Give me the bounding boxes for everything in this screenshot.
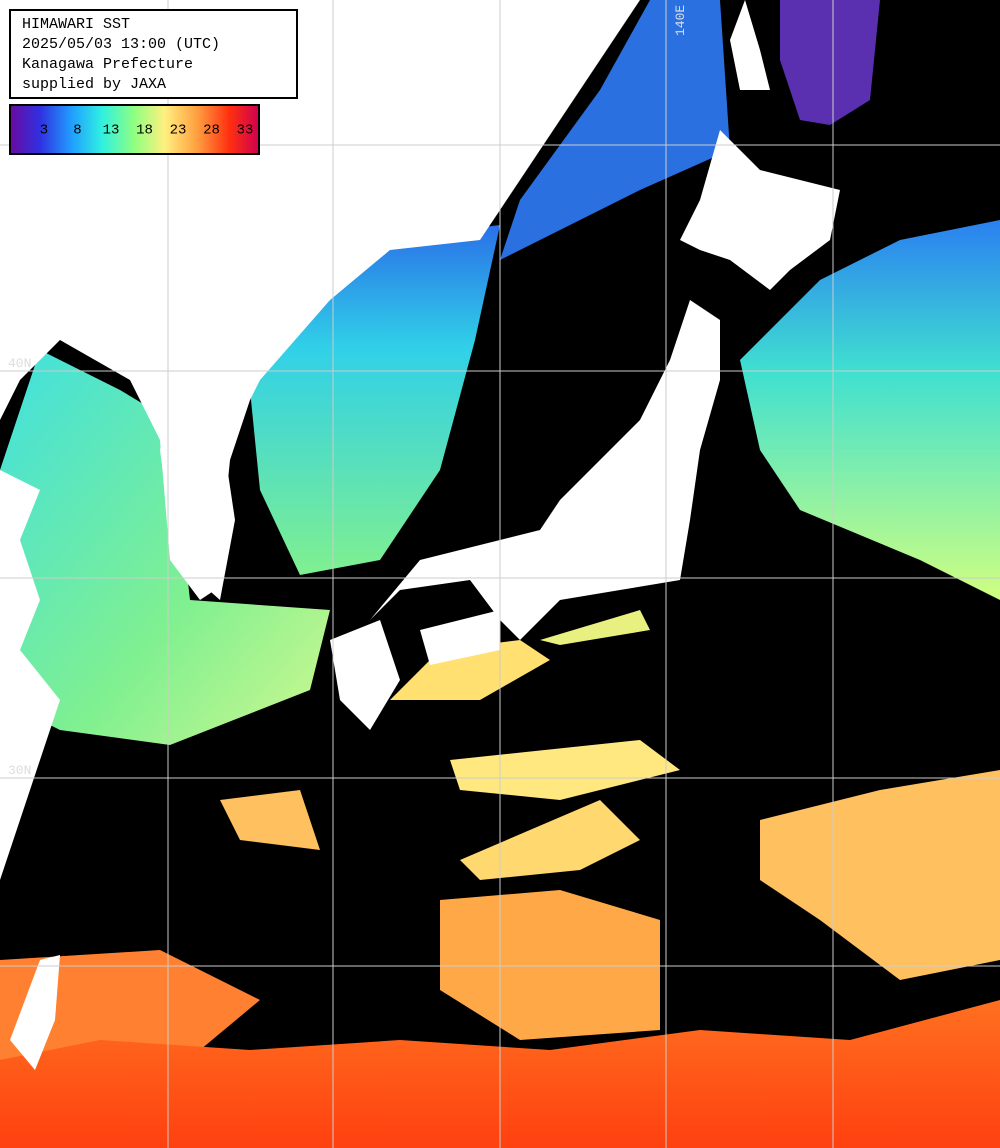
header-box: [9, 9, 298, 99]
lat-label: 30N: [8, 763, 31, 778]
sst-area: [0, 950, 260, 1060]
sst-area: [460, 800, 640, 880]
sst-area: [540, 610, 650, 645]
header-line: HIMAWARI SST: [22, 16, 130, 33]
kyushu: [330, 620, 400, 730]
colorbar-label: 3: [40, 123, 48, 139]
sst-area: [760, 770, 1000, 980]
sst-area: [450, 740, 680, 800]
colorbar-label: 8: [73, 123, 81, 139]
sst-area: [500, 0, 730, 260]
colorbar-ticks: 3 8 13 18 23 28 33: [40, 123, 254, 139]
colorbar-label: 33: [237, 123, 254, 139]
taiwan: [10, 955, 60, 1070]
colorbar-label: 28: [203, 123, 220, 139]
colorbar-label: 18: [136, 123, 153, 139]
sst-area: [780, 0, 880, 125]
sst-area: [0, 350, 330, 745]
sst-area: [220, 790, 320, 850]
lon-label: 140E: [673, 5, 688, 36]
sakhalin: [730, 0, 770, 90]
colorbar-label: 23: [170, 123, 187, 139]
sst-area: [390, 640, 550, 700]
sst-area: [440, 890, 660, 1040]
header-line: 2025/05/03 13:00 (UTC): [22, 36, 220, 53]
lat-label: 40N: [8, 356, 31, 371]
korea: [160, 400, 235, 600]
colorbar: [9, 104, 260, 155]
shikoku: [420, 610, 500, 665]
hokkaido: [680, 130, 840, 290]
honshu: [370, 300, 720, 640]
sst-area: [740, 220, 1000, 600]
header-line: Kanagawa Prefecture: [22, 56, 193, 73]
colorbar-label: 13: [103, 123, 120, 139]
header-line: supplied by JAXA: [22, 76, 166, 93]
